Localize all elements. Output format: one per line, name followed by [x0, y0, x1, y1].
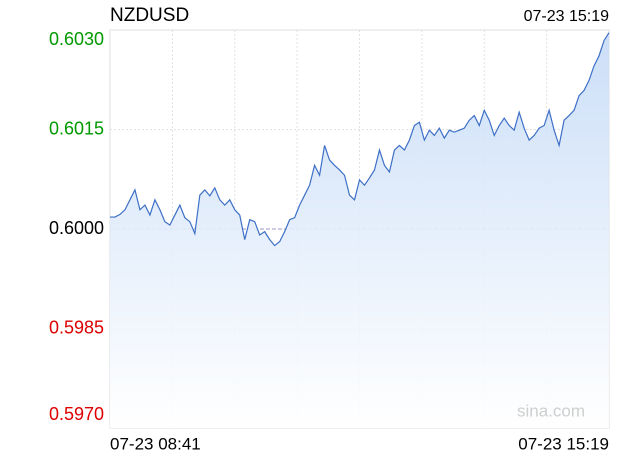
- watermark: sina.com: [517, 401, 585, 420]
- y-tick-label: 0.6015: [49, 118, 104, 138]
- y-tick-label: 0.5970: [49, 404, 104, 424]
- chart-title: NZDUSD: [110, 5, 189, 26]
- y-tick-label: 0.6030: [49, 29, 104, 49]
- y-tick-label: 0.6000: [49, 218, 104, 238]
- price-line: [110, 32, 610, 247]
- area: [110, 32, 609, 429]
- x-tick-label: 07-23 08:41: [110, 434, 201, 453]
- x-tick-label: 07-23 15:19: [518, 434, 609, 453]
- y-tick-label: 0.5985: [49, 317, 104, 337]
- current-time: 07-23 15:19: [524, 8, 610, 25]
